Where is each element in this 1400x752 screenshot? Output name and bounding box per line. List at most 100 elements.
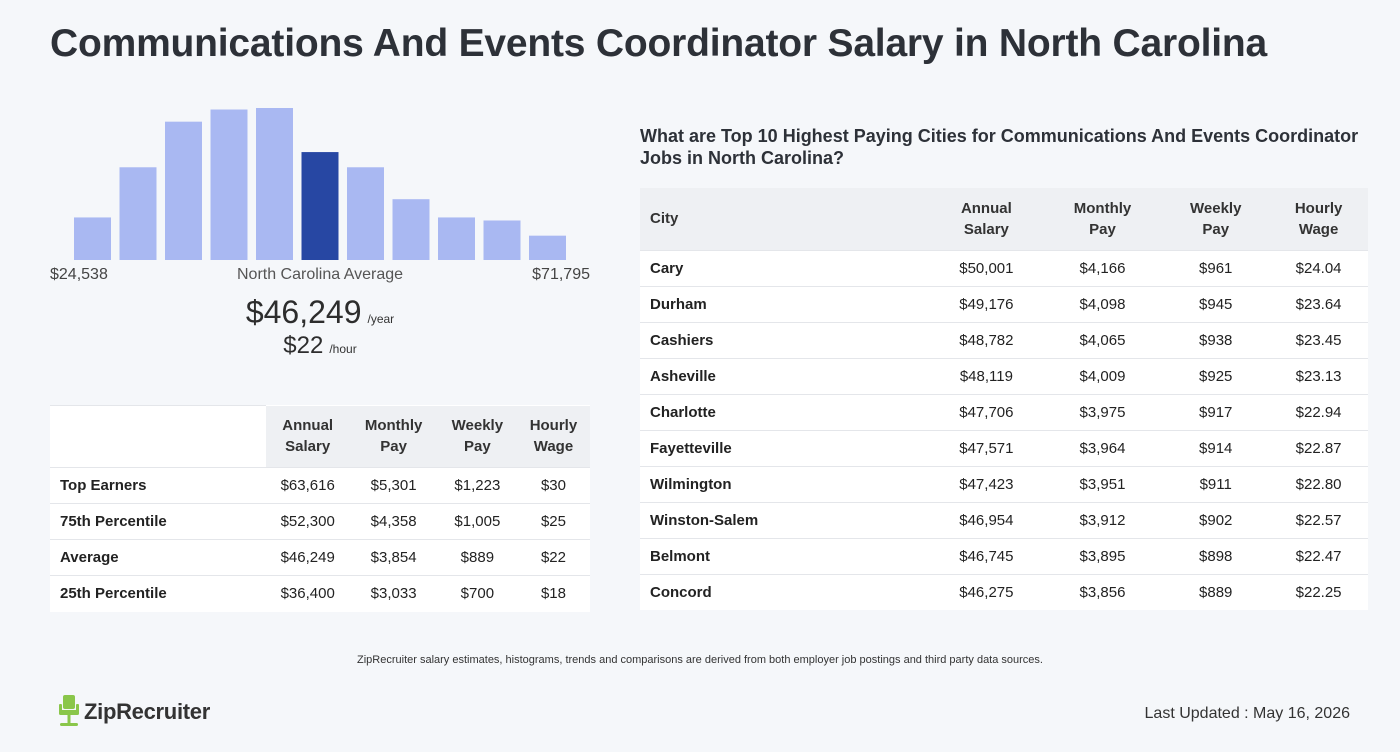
hourly-cell: $23.64 (1269, 285, 1368, 322)
histogram-bar (483, 220, 521, 260)
monthly-cell: $3,033 (349, 575, 438, 612)
logo-text: ZipRecruiter (84, 699, 210, 724)
annual-cell: $48,119 (930, 357, 1043, 394)
table-row: Belmont $46,745 $3,895 $898 $22.47 (640, 537, 1368, 574)
monthly-cell: $3,854 (349, 539, 438, 576)
annual-cell: $48,782 (930, 321, 1043, 358)
average-yearly-value: $46,249 (245, 294, 362, 330)
cities-header-city: City (650, 210, 679, 228)
row-label: Top Earners (50, 467, 266, 504)
chair-icon (59, 695, 79, 726)
hourly-cell: $22.87 (1269, 429, 1368, 466)
histogram-bar (529, 235, 566, 260)
table-row: Concord $46,275 $3,856 $889 $22.25 (640, 573, 1368, 610)
monthly-cell: $3,895 (1042, 537, 1163, 574)
histogram-range: $24,538 North Carolina Average $71,795 (50, 266, 590, 288)
annual-cell: $36,400 (266, 575, 350, 612)
cities-header-monthly: Monthly Pay (1073, 199, 1132, 238)
annual-cell: $63,616 (266, 467, 350, 504)
table-row: Average $46,249 $3,854 $889 $22 (50, 539, 590, 576)
weekly-cell: $1,005 (437, 503, 517, 540)
row-label: Average (50, 539, 266, 576)
page-title: Communications And Events Coordinator Sa… (50, 22, 1267, 65)
row-label: 75th Percentile (50, 503, 266, 540)
histogram-bar (119, 167, 157, 260)
monthly-cell: $3,975 (1042, 393, 1163, 430)
annual-cell: $46,954 (930, 501, 1043, 538)
table-row: Winston-Salem $46,954 $3,912 $902 $22.57 (640, 501, 1368, 538)
monthly-cell: $4,065 (1042, 321, 1163, 358)
hourly-cell: $25 (516, 503, 590, 540)
percentile-table: Annual Salary Monthly Pay Weekly Pay Hourly… (50, 405, 590, 612)
table-row: Cashiers $48,782 $4,065 $938 $23.45 (640, 321, 1368, 358)
cities-header-hourly: Hourly Wage (1294, 199, 1343, 238)
percentile-table-header: Annual Salary Monthly Pay Weekly Pay Hourly… (50, 405, 590, 468)
table-row: 75th Percentile $52,300 $4,358 $1,005 $2… (50, 503, 590, 540)
annual-cell: $50,001 (930, 249, 1043, 286)
city-name: Belmont (640, 537, 930, 574)
weekly-cell: $914 (1162, 429, 1270, 466)
hourly-cell: $24.04 (1269, 249, 1368, 286)
monthly-cell: $3,951 (1042, 465, 1163, 502)
ziprecruiter-logo[interactable]: ZipRecruiter (58, 695, 210, 729)
range-center-label: North Carolina Average (236, 266, 404, 283)
table-row: Charlotte $47,706 $3,975 $917 $22.94 (640, 393, 1368, 430)
city-name: Winston-Salem (640, 501, 930, 538)
city-name: Charlotte (640, 393, 930, 430)
disclaimer-text: ZipRecruiter salary estimates, histogram… (357, 654, 1043, 666)
cities-header-annual: Annual Salary (960, 199, 1012, 238)
weekly-cell: $911 (1162, 465, 1270, 502)
average-yearly-unit: /year (367, 312, 395, 326)
hourly-cell: $30 (516, 467, 590, 504)
city-name: Cashiers (640, 321, 930, 358)
city-name: Asheville (640, 357, 930, 394)
annual-cell: $46,275 (930, 573, 1043, 610)
range-min-label: $24,538 (50, 266, 108, 283)
monthly-cell: $3,964 (1042, 429, 1163, 466)
city-name: Durham (640, 285, 930, 322)
monthly-cell: $4,009 (1042, 357, 1163, 394)
city-name: Concord (640, 573, 930, 610)
annual-cell: $46,745 (930, 537, 1043, 574)
city-name: Wilmington (640, 465, 930, 502)
cities-table: City Annual Salary Monthly Pay Weekly Pay H… (640, 188, 1368, 610)
histogram-bar (392, 199, 430, 260)
salary-histogram (50, 100, 590, 260)
weekly-cell: $889 (1162, 573, 1270, 610)
weekly-cell: $898 (1162, 537, 1270, 574)
histogram-bar (165, 121, 202, 260)
monthly-cell: $4,166 (1042, 249, 1163, 286)
hourly-cell: $22.57 (1269, 501, 1368, 538)
weekly-cell: $938 (1162, 321, 1270, 358)
percentile-header-annual: Annual Salary (266, 405, 350, 468)
cities-table-header: City Annual Salary Monthly Pay Weekly Pay H… (640, 188, 1368, 250)
weekly-cell: $945 (1162, 285, 1270, 322)
city-name: Fayetteville (640, 429, 930, 466)
annual-cell: $46,249 (266, 539, 350, 576)
average-hourly-value: $22 (283, 332, 324, 359)
hourly-cell: $22 (516, 539, 590, 576)
city-name: Cary (640, 249, 930, 286)
weekly-cell: $925 (1162, 357, 1270, 394)
average-hourly-unit: /hour (329, 342, 357, 356)
monthly-cell: $3,856 (1042, 573, 1163, 610)
weekly-cell: $700 (437, 575, 517, 612)
cities-heading: What are Top 10 Highest Paying Cities fo… (640, 126, 1359, 168)
histogram-bar (438, 217, 475, 260)
table-row: Top Earners $63,616 $5,301 $1,223 $30 (50, 467, 590, 504)
annual-cell: $47,706 (930, 393, 1043, 430)
percentile-header-blank (50, 405, 266, 468)
monthly-cell: $4,098 (1042, 285, 1163, 322)
histogram-bar-average (301, 152, 339, 260)
hourly-cell: $22.25 (1269, 573, 1368, 610)
monthly-cell: $3,912 (1042, 501, 1163, 538)
table-row: Cary $50,001 $4,166 $961 $24.04 (640, 249, 1368, 286)
weekly-cell: $902 (1162, 501, 1270, 538)
table-row: Fayetteville $47,571 $3,964 $914 $22.87 (640, 429, 1368, 466)
table-row: Durham $49,176 $4,098 $945 $23.64 (640, 285, 1368, 322)
weekly-cell: $889 (437, 539, 517, 576)
table-row: Wilmington $47,423 $3,951 $911 $22.80 (640, 465, 1368, 502)
average-hourly: $22/hour (50, 332, 590, 360)
percentile-header-hourly: Hourly Wage (516, 405, 590, 468)
weekly-cell: $1,223 (437, 467, 517, 504)
